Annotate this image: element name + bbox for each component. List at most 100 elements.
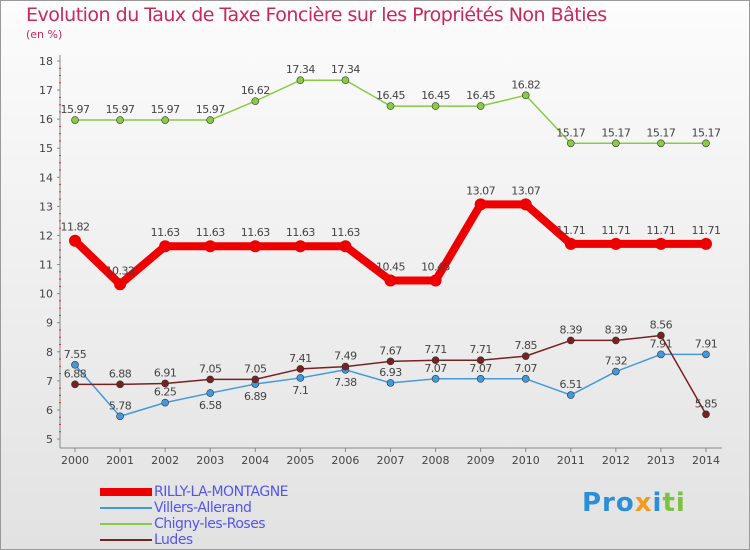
data-point bbox=[521, 352, 530, 360]
data-point bbox=[702, 350, 710, 359]
data-label: 11.71 bbox=[646, 224, 675, 237]
data-point bbox=[386, 357, 395, 366]
y-tick-label: 5 bbox=[46, 433, 53, 446]
data-label: 15.17 bbox=[601, 126, 630, 139]
data-label: 7.07 bbox=[514, 362, 537, 375]
data-point bbox=[69, 234, 81, 247]
data-label: 17.34 bbox=[331, 63, 360, 76]
data-point bbox=[612, 139, 620, 148]
data-label: 7.1 bbox=[292, 384, 308, 397]
data-label: 15.97 bbox=[151, 103, 180, 116]
data-point bbox=[71, 361, 79, 369]
data-point bbox=[116, 380, 124, 389]
data-point bbox=[386, 102, 395, 110]
data-label: 7.91 bbox=[695, 337, 718, 350]
data-point bbox=[657, 139, 665, 148]
data-point bbox=[204, 240, 217, 253]
y-tick-label: 18 bbox=[39, 55, 53, 68]
data-point bbox=[521, 375, 530, 383]
x-tick-label: 2014 bbox=[692, 454, 720, 467]
data-label: 11.82 bbox=[61, 221, 90, 234]
y-tick-label: 6 bbox=[46, 404, 53, 417]
data-label: 16.82 bbox=[511, 78, 540, 91]
data-point bbox=[341, 362, 350, 371]
data-label: 7.32 bbox=[605, 355, 628, 368]
data-point bbox=[161, 398, 169, 407]
data-label: 7.41 bbox=[289, 352, 312, 365]
data-label: 7.05 bbox=[199, 362, 222, 375]
data-label: 7.07 bbox=[469, 362, 492, 375]
data-point bbox=[296, 76, 305, 84]
x-tick-label: 2011 bbox=[557, 454, 585, 467]
data-label: 15.17 bbox=[692, 126, 721, 139]
x-tick-label: 2012 bbox=[602, 454, 630, 467]
data-point bbox=[657, 350, 665, 359]
data-point bbox=[159, 240, 172, 253]
data-label: 8.56 bbox=[650, 318, 673, 331]
chart-title: Evolution du Taux de Taxe Foncière sur l… bbox=[26, 4, 607, 26]
x-tick-label: 2000 bbox=[61, 454, 89, 467]
data-label: 11.71 bbox=[601, 224, 630, 237]
data-point bbox=[431, 102, 440, 110]
data-label: 10.45 bbox=[376, 261, 405, 274]
data-label: 17.34 bbox=[286, 63, 315, 76]
data-point bbox=[519, 198, 532, 211]
x-tick-label: 2008 bbox=[422, 454, 450, 467]
data-point bbox=[116, 412, 124, 421]
data-point bbox=[521, 91, 530, 100]
data-label: 11.71 bbox=[692, 224, 721, 237]
data-point bbox=[161, 116, 169, 124]
data-label: 6.91 bbox=[154, 366, 177, 379]
legend-swatch bbox=[100, 488, 152, 496]
data-label: 6.89 bbox=[244, 390, 267, 403]
data-label: 7.49 bbox=[334, 350, 357, 363]
y-axis-unit: (en %) bbox=[26, 28, 63, 41]
data-point bbox=[249, 240, 262, 253]
data-point bbox=[566, 391, 575, 399]
proxiti-logo: Proxiti bbox=[582, 488, 686, 518]
y-tick-label: 8 bbox=[46, 346, 53, 359]
data-point bbox=[609, 237, 622, 250]
data-label: 10.32 bbox=[106, 264, 135, 277]
y-tick-label: 10 bbox=[39, 288, 53, 301]
data-label: 6.88 bbox=[109, 367, 132, 380]
data-point bbox=[431, 356, 440, 365]
data-point bbox=[251, 375, 260, 384]
legend-item: Ludes bbox=[100, 532, 288, 548]
data-point bbox=[341, 76, 350, 84]
legend-item: Villers-Allerand bbox=[100, 500, 288, 516]
legend-label: RILLY-LA-MONTAGNE bbox=[154, 484, 289, 500]
data-label: 15.17 bbox=[646, 126, 675, 139]
data-label: 6.88 bbox=[64, 367, 87, 380]
data-point bbox=[474, 198, 487, 211]
data-label: 15.97 bbox=[196, 103, 225, 116]
x-tick-label: 2010 bbox=[512, 454, 540, 467]
data-label: 6.25 bbox=[154, 386, 177, 399]
data-point bbox=[114, 278, 127, 291]
data-label: 15.97 bbox=[106, 103, 135, 116]
legend-swatch bbox=[100, 507, 152, 509]
x-tick-label: 2003 bbox=[196, 454, 224, 467]
data-point bbox=[657, 331, 665, 340]
y-tick-label: 11 bbox=[39, 259, 53, 272]
data-label: 11.63 bbox=[331, 226, 360, 239]
data-point bbox=[206, 389, 215, 397]
data-point bbox=[702, 139, 710, 148]
y-tick-label: 12 bbox=[39, 229, 53, 242]
data-label: 7.67 bbox=[379, 344, 402, 357]
data-label: 6.51 bbox=[560, 378, 583, 391]
data-label: 15.97 bbox=[61, 103, 90, 116]
data-point bbox=[206, 116, 215, 124]
data-point bbox=[612, 336, 620, 345]
data-point bbox=[476, 375, 485, 383]
legend-item: Chigny-les-Roses bbox=[100, 516, 288, 532]
y-tick-label: 9 bbox=[46, 317, 53, 330]
legend-label: Villers-Allerand bbox=[154, 500, 252, 516]
data-point bbox=[161, 379, 169, 388]
legend-swatch bbox=[100, 523, 152, 525]
data-point bbox=[566, 336, 575, 345]
data-label: 6.93 bbox=[379, 366, 402, 379]
data-label: 10.45 bbox=[421, 261, 450, 274]
data-label: 11.71 bbox=[556, 224, 585, 237]
